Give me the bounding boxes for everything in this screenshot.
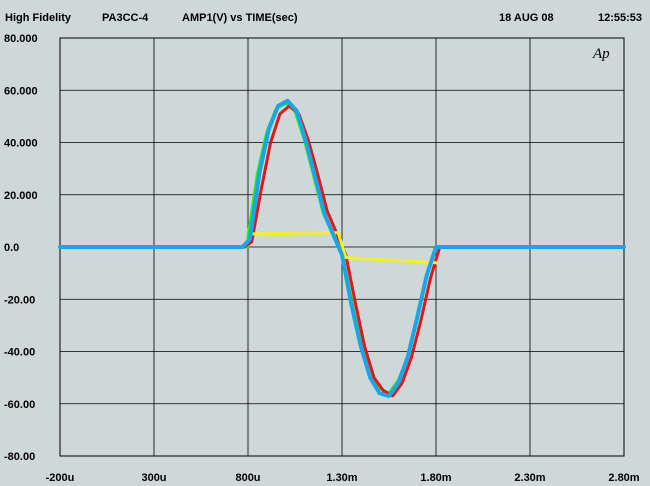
header-date: 18 AUG 08	[499, 12, 554, 24]
ap-logo: Ap	[592, 46, 610, 62]
x-tick-label: 300u	[141, 472, 166, 484]
y-tick-label: 20.000	[4, 190, 38, 202]
y-tick-label: 60.000	[4, 85, 38, 97]
header-brand: High Fidelity	[5, 12, 72, 24]
chart-series	[58, 98, 626, 398]
x-tick-label: -200u	[46, 472, 75, 484]
x-tick-label: 2.30m	[514, 472, 545, 484]
header-time: 12:55:53	[598, 12, 642, 24]
header-plot-title: AMP1(V) vs TIME(sec)	[182, 12, 298, 24]
series-line-cyan	[58, 98, 626, 398]
chart-header: High Fidelity PA3CC-4 AMP1(V) vs TIME(se…	[5, 12, 642, 24]
y-tick-label: 40.000	[4, 138, 38, 150]
header-model: PA3CC-4	[102, 12, 149, 24]
x-tick-label: 1.80m	[420, 472, 451, 484]
chart-tick-labels: -200u 300u 800u 1.30m 1.80m 2.30m 2.80m 80.000 6…	[4, 33, 640, 484]
y-tick-label: 0.0	[4, 242, 19, 254]
x-tick-label: 2.80m	[608, 472, 639, 484]
y-tick-label: 80.000	[4, 33, 38, 45]
y-tick-label: -40.00	[4, 347, 35, 359]
x-tick-label: 1.30m	[326, 472, 357, 484]
y-tick-label: -60.00	[4, 399, 35, 411]
y-tick-label: -80.00	[4, 451, 35, 463]
series-line-yellow	[250, 231, 438, 265]
y-tick-label: -20.00	[4, 294, 35, 306]
x-tick-label: 800u	[235, 472, 260, 484]
